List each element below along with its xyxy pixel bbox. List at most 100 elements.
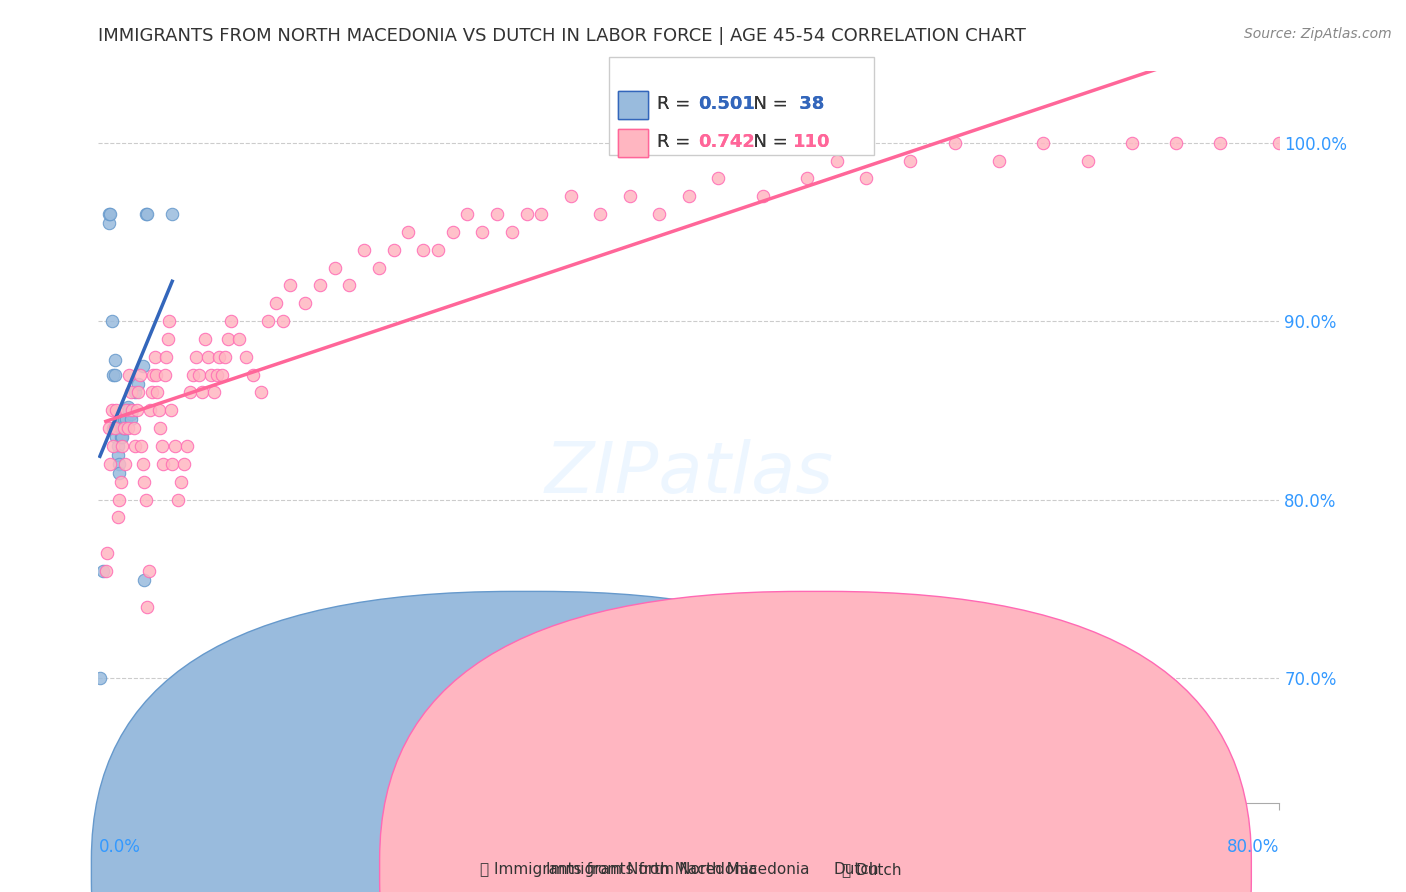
Point — [108, 466, 131, 480]
Text: 0.742: 0.742 — [699, 133, 755, 152]
Point — [98, 457, 121, 471]
Point — [187, 368, 209, 382]
Text: IMMIGRANTS FROM NORTH MACEDONIA VS DUTCH IN LABOR FORCE | AGE 45-54 CORRELATION : IMMIGRANTS FROM NORTH MACEDONIA VS DUTCH… — [98, 27, 1026, 45]
Point — [530, 207, 553, 221]
Text: 110: 110 — [793, 133, 831, 152]
Point — [91, 564, 114, 578]
Text: R =: R = — [657, 95, 696, 113]
Point — [200, 368, 222, 382]
Point — [127, 385, 149, 400]
Bar — [609, 57, 875, 155]
Point — [110, 421, 132, 435]
Point — [115, 403, 138, 417]
Point — [117, 400, 139, 414]
Point — [165, 439, 187, 453]
Point — [678, 189, 700, 203]
Point — [1268, 136, 1291, 150]
Point — [127, 376, 149, 391]
Point — [214, 350, 236, 364]
Text: 38: 38 — [793, 95, 824, 113]
Point — [987, 153, 1010, 168]
Text: Source: ZipAtlas.com: Source: ZipAtlas.com — [1244, 27, 1392, 41]
Point — [1209, 136, 1232, 150]
Point — [142, 368, 165, 382]
Point — [107, 510, 129, 524]
Point — [94, 564, 117, 578]
Point — [146, 385, 169, 400]
Point — [149, 421, 172, 435]
Point — [456, 207, 478, 221]
Point — [202, 385, 225, 400]
Point — [108, 492, 131, 507]
Point — [132, 457, 155, 471]
Point — [115, 412, 138, 426]
Point — [98, 207, 121, 221]
Point — [121, 403, 143, 417]
Text: 110: 110 — [793, 133, 831, 152]
Point — [353, 243, 375, 257]
Point — [100, 403, 122, 417]
Point — [242, 368, 264, 382]
Point — [211, 368, 233, 382]
Bar — [619, 91, 648, 119]
Point — [181, 368, 204, 382]
Point — [167, 492, 190, 507]
Point — [135, 492, 157, 507]
Text: N =: N = — [742, 95, 793, 113]
Point — [114, 421, 136, 435]
Point — [89, 671, 111, 685]
Text: Immigrants from North Macedonia: Immigrants from North Macedonia — [546, 863, 808, 877]
Point — [111, 421, 134, 435]
Point — [111, 439, 134, 453]
Point — [179, 385, 201, 400]
Text: R =: R = — [657, 133, 696, 152]
Point — [943, 136, 966, 150]
Point — [105, 421, 128, 435]
Point — [104, 421, 127, 435]
Point — [515, 207, 537, 221]
Point — [152, 457, 174, 471]
Point — [114, 457, 136, 471]
Point — [103, 439, 125, 453]
Text: 0.742: 0.742 — [699, 133, 755, 152]
Text: N =: N = — [742, 133, 793, 152]
Point — [197, 350, 219, 364]
Point — [796, 171, 818, 186]
Text: ⬜ Immigrants from North Macedonia: ⬜ Immigrants from North Macedonia — [479, 863, 758, 877]
Point — [150, 439, 173, 453]
Point — [108, 457, 131, 471]
Point — [427, 243, 450, 257]
Point — [97, 207, 120, 221]
Point — [104, 353, 127, 368]
Point — [112, 412, 135, 426]
Point — [125, 403, 148, 417]
Point — [1032, 136, 1054, 150]
Point — [107, 439, 129, 453]
Point — [217, 332, 239, 346]
Point — [134, 475, 156, 489]
Point — [368, 260, 391, 275]
Point — [250, 385, 273, 400]
Point — [117, 421, 139, 435]
Point — [264, 296, 287, 310]
Point — [1164, 136, 1187, 150]
Point — [309, 278, 332, 293]
Point — [96, 546, 118, 560]
Point — [257, 314, 280, 328]
Point — [707, 171, 730, 186]
Point — [170, 475, 193, 489]
Point — [382, 243, 405, 257]
Point — [589, 207, 612, 221]
Text: 0.501: 0.501 — [699, 95, 755, 113]
Text: N =: N = — [742, 95, 793, 113]
Point — [205, 368, 228, 382]
Text: R =: R = — [657, 95, 696, 113]
Point — [159, 403, 181, 417]
Point — [103, 368, 125, 382]
Point — [124, 439, 146, 453]
Point — [156, 332, 179, 346]
Point — [271, 314, 294, 328]
Point — [115, 403, 138, 417]
Point — [278, 278, 302, 293]
Bar — [619, 91, 648, 119]
